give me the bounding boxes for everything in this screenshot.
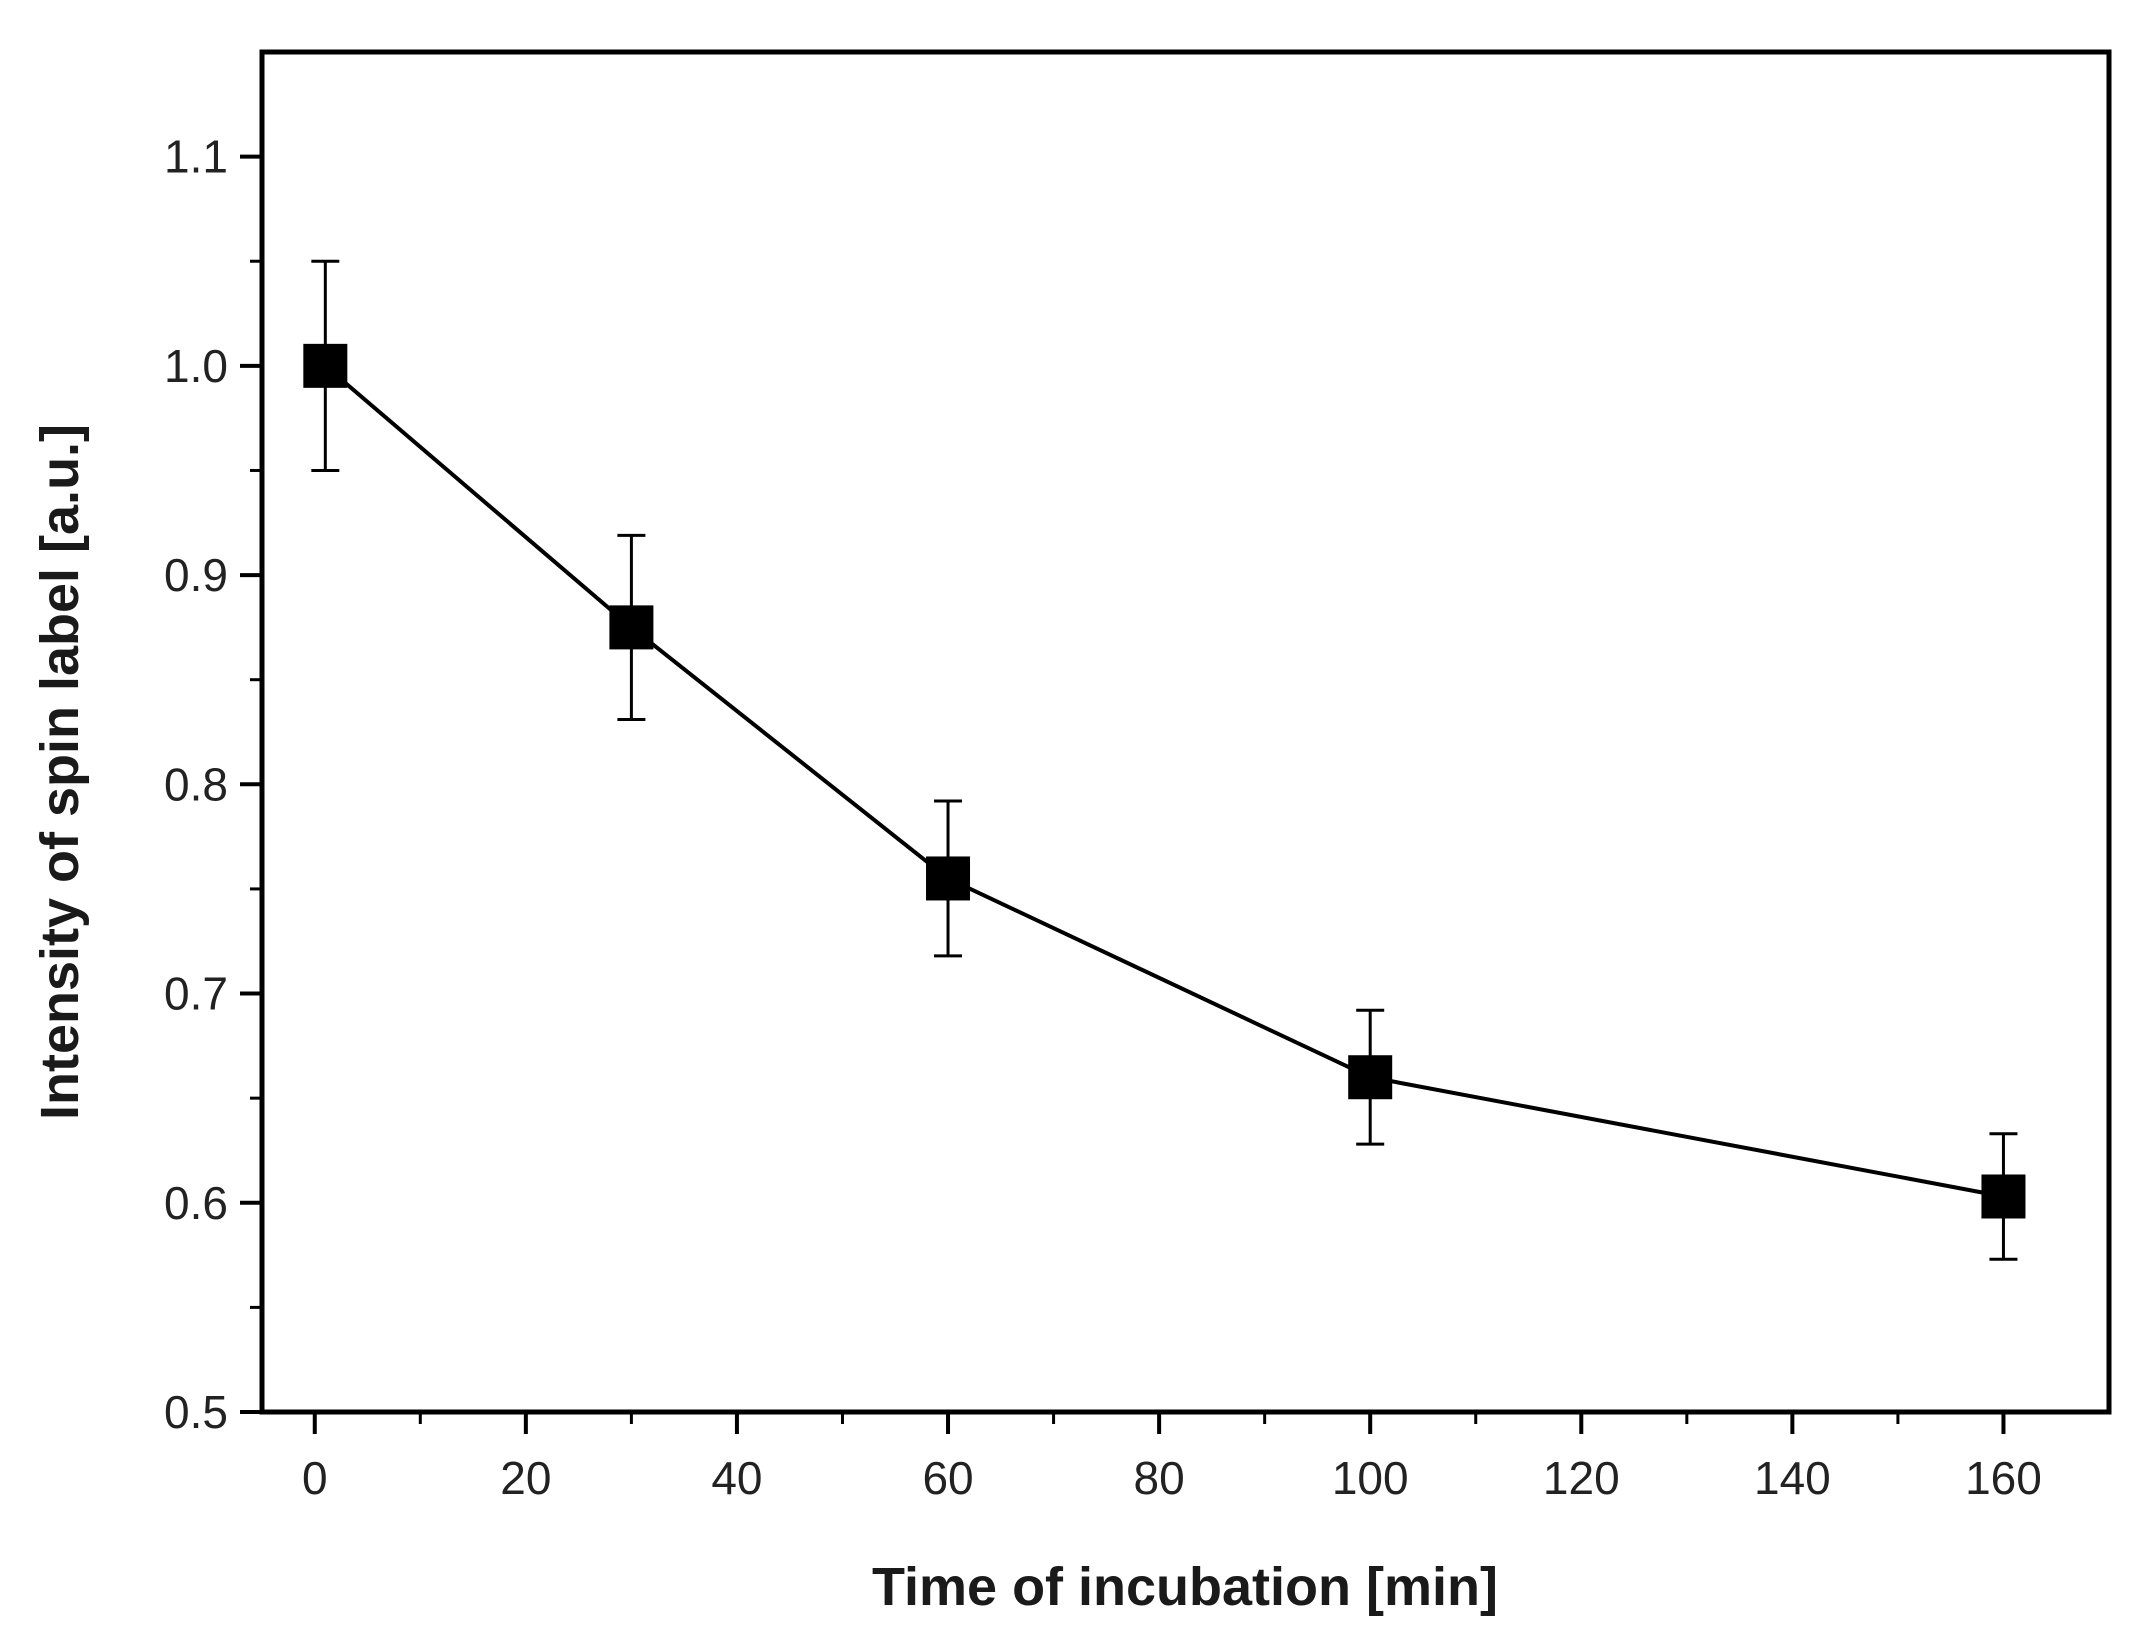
x-tick-label: 140 — [1754, 1452, 1831, 1504]
x-tick-label: 40 — [711, 1452, 762, 1504]
y-axis-title: Intensity of spin label [a.u.] — [30, 424, 90, 1120]
series-layer — [303, 259, 2026, 1261]
series-line — [324, 364, 2004, 1199]
x-tick-label: 0 — [302, 1452, 328, 1504]
y-tick-label: 0.5 — [164, 1386, 228, 1438]
y-tick-label: 0.8 — [164, 758, 228, 810]
x-axis-ticks: 0 20 40 60 80 100 120 140 160 — [302, 1412, 2042, 1504]
y-tick-label: 0.9 — [164, 549, 228, 601]
y-axis-ticks: 0.5 0.6 0.7 0.8 0.9 1.0 1.1 — [164, 131, 262, 1438]
plot-frame — [259, 49, 2112, 1415]
x-tick-label: 20 — [500, 1452, 551, 1504]
x-axis-title: Time of incubation [min] — [872, 1557, 1498, 1617]
data-point — [926, 856, 971, 901]
y-tick-label: 0.7 — [164, 968, 228, 1020]
y-tick-label: 1.1 — [164, 131, 228, 183]
x-tick-label: 100 — [1332, 1452, 1409, 1504]
data-point — [1348, 1055, 1393, 1100]
y-tick-label: 0.6 — [164, 1177, 228, 1229]
data-point — [609, 605, 654, 650]
x-tick-label: 120 — [1543, 1452, 1620, 1504]
data-point — [1981, 1174, 2026, 1219]
x-tick-label: 160 — [1965, 1452, 2042, 1504]
data-point — [303, 343, 348, 388]
x-tick-label: 60 — [922, 1452, 973, 1504]
x-tick-label: 80 — [1134, 1452, 1185, 1504]
y-tick-label: 1.0 — [164, 340, 228, 392]
